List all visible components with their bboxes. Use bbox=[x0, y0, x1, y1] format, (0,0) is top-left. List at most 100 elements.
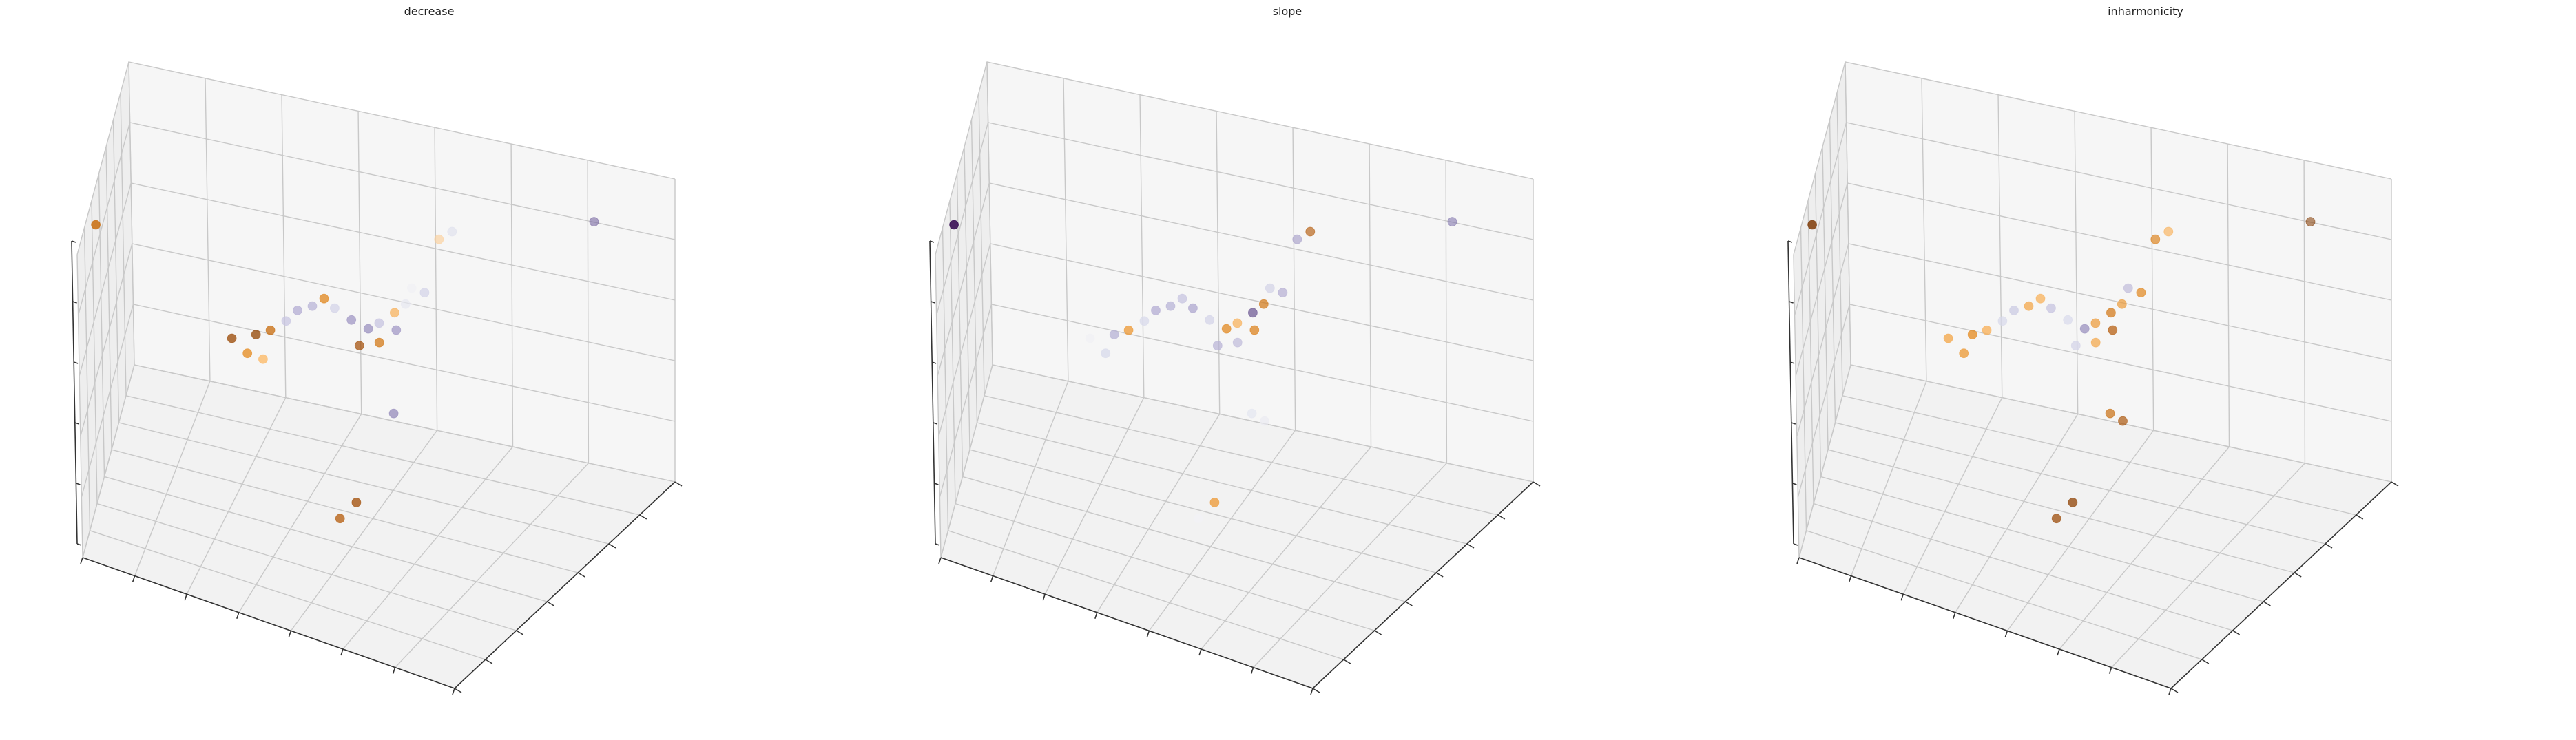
gridline-y-wall bbox=[964, 147, 970, 450]
scatter-point bbox=[2090, 337, 2101, 348]
scatter-point bbox=[91, 220, 101, 230]
back-pane bbox=[129, 62, 675, 482]
scatter-point bbox=[1943, 333, 1953, 343]
y-tick bbox=[608, 543, 616, 549]
x-tick bbox=[1848, 575, 1852, 582]
x-tick bbox=[80, 557, 83, 564]
y-tick bbox=[2325, 543, 2333, 549]
gridline-y-wall bbox=[1836, 92, 1843, 396]
scatter-point bbox=[335, 514, 345, 524]
z-tick bbox=[76, 483, 81, 485]
gridline-y-floor bbox=[90, 530, 486, 660]
scatter-point bbox=[374, 318, 384, 328]
gridline-y-floor bbox=[96, 503, 517, 631]
scatter-point bbox=[388, 408, 399, 419]
gridline-y-floor bbox=[111, 449, 579, 573]
y-tick bbox=[1466, 543, 1475, 549]
scatter3d-plot bbox=[71, 61, 683, 695]
axis-lines bbox=[71, 240, 683, 695]
scatter-point bbox=[406, 283, 417, 293]
scatter-point bbox=[400, 299, 411, 309]
scatter-point bbox=[2079, 324, 2090, 334]
gridline-y-floor bbox=[962, 476, 1406, 602]
left-pane bbox=[77, 62, 134, 558]
scatter-point bbox=[2163, 226, 2174, 237]
scatter-point bbox=[2123, 283, 2133, 293]
gridline-z bbox=[939, 304, 1534, 498]
chart-panel-decrease: decrease bbox=[0, 0, 858, 740]
z-tick bbox=[931, 301, 935, 304]
x-tick bbox=[1953, 612, 1956, 620]
scatter-point bbox=[354, 341, 364, 351]
x-tick bbox=[1198, 648, 1202, 656]
scatter-point bbox=[1258, 299, 1269, 309]
y-axis-line bbox=[1312, 481, 1534, 689]
back-pane bbox=[987, 62, 1533, 482]
scatter-point bbox=[1305, 226, 1316, 237]
x-tick bbox=[2108, 667, 2112, 674]
scatter-point bbox=[1212, 341, 1223, 351]
y-tick bbox=[516, 630, 524, 635]
gridline-y-wall bbox=[986, 61, 993, 366]
z-tick bbox=[1792, 483, 1797, 485]
gridline-z bbox=[937, 182, 1534, 377]
axis-lines bbox=[929, 240, 1541, 695]
x-tick bbox=[340, 648, 344, 656]
x-tick bbox=[392, 667, 396, 674]
y-tick bbox=[1343, 659, 1351, 664]
x-tick bbox=[990, 575, 994, 582]
scatter-point bbox=[2136, 288, 2146, 298]
gridline-z bbox=[80, 243, 676, 437]
gridline-y-floor bbox=[977, 422, 1468, 545]
scatter-point bbox=[1232, 318, 1243, 328]
x-tick bbox=[1146, 631, 1150, 637]
gridline-y-wall bbox=[105, 147, 112, 450]
scatter-point bbox=[1151, 305, 1161, 315]
y-tick bbox=[1404, 601, 1413, 606]
scatter-point bbox=[1187, 303, 1198, 313]
scatter-point bbox=[2090, 318, 2101, 328]
scatter-point bbox=[293, 305, 302, 315]
scatter-point bbox=[1209, 498, 1220, 507]
z-tick bbox=[929, 240, 935, 243]
gridline-y-wall bbox=[120, 92, 127, 396]
scatter-point bbox=[1123, 325, 1134, 335]
scatter-point bbox=[2305, 217, 2316, 227]
gridline-z bbox=[1797, 304, 2392, 498]
z-tick bbox=[1793, 543, 1798, 546]
z-axis-line bbox=[71, 240, 78, 545]
x-tick bbox=[288, 631, 292, 637]
gridline-z bbox=[940, 364, 1534, 558]
floor-pane bbox=[941, 365, 1533, 688]
scatter-point bbox=[1139, 316, 1150, 326]
scatter-point bbox=[319, 293, 329, 304]
chart-title: inharmonicity bbox=[2108, 5, 2183, 18]
gridline-y-floor bbox=[104, 476, 548, 602]
gridline-y-floor bbox=[1827, 449, 2295, 573]
scatter-point bbox=[1101, 348, 1111, 359]
scatter-point bbox=[346, 315, 357, 325]
scatter-point bbox=[1997, 316, 2008, 326]
x-axis-line bbox=[1798, 557, 2172, 689]
chart-panel-inharmonicity: inharmonicity bbox=[1716, 0, 2575, 740]
scatter-point bbox=[329, 303, 340, 313]
scatter-point bbox=[374, 337, 384, 348]
z-tick bbox=[72, 301, 77, 304]
gridline-y-floor bbox=[969, 449, 1437, 573]
scatter-point bbox=[390, 308, 399, 318]
x-tick bbox=[1042, 593, 1046, 601]
y-tick bbox=[454, 688, 462, 693]
scatter3d-plot bbox=[1787, 61, 2399, 695]
y-tick bbox=[639, 514, 647, 520]
y-tick bbox=[1374, 630, 1382, 635]
z-tick bbox=[1789, 361, 1795, 364]
scatter-point bbox=[242, 348, 253, 359]
gridline-z bbox=[1795, 182, 2392, 377]
scatter-point bbox=[2068, 498, 2078, 507]
gridline-y-wall bbox=[1845, 61, 1851, 366]
z-tick bbox=[935, 543, 940, 546]
scatter-point bbox=[2035, 293, 2046, 304]
scatter-point bbox=[1085, 333, 1095, 343]
scatter-point bbox=[419, 288, 430, 298]
chart-title: slope bbox=[1272, 5, 1302, 18]
